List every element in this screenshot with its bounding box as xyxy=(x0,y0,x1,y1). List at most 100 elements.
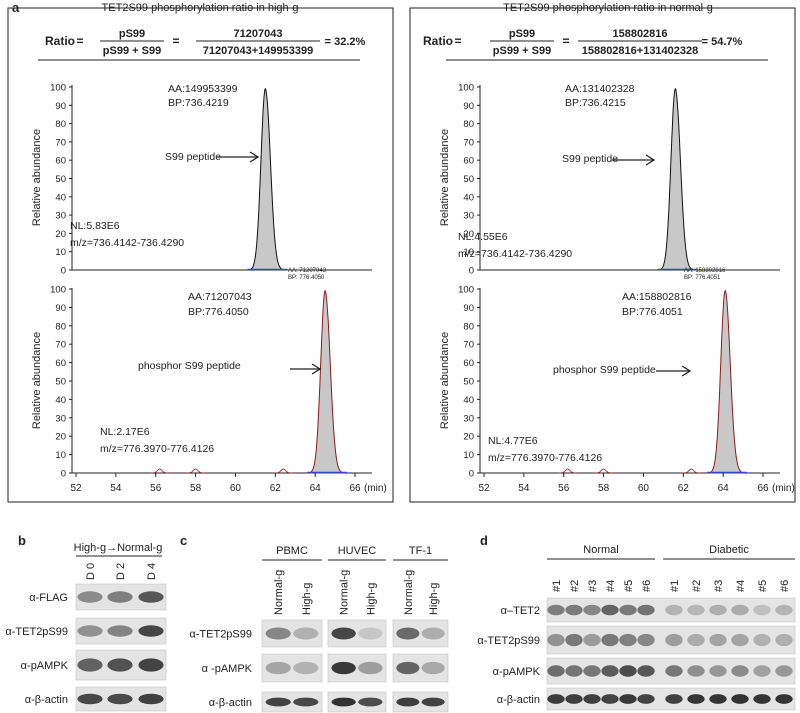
y-tick-label: 20 xyxy=(55,229,66,240)
antibody-label: α-pAMPK xyxy=(493,666,541,678)
blot-band xyxy=(601,604,619,616)
blot-band xyxy=(138,625,164,637)
y-tick-label: 70 xyxy=(463,340,474,351)
blot-band xyxy=(583,694,601,704)
mass-range: m/z=776.3970-776.4126 xyxy=(100,443,214,455)
plot-title: TET2S99 phosphorylation ratio in high-g xyxy=(102,2,299,14)
y-tick-label: 20 xyxy=(55,432,66,443)
antibody-label: α-pAMPK xyxy=(21,660,69,672)
blot-band xyxy=(358,661,383,675)
lane-label: #1 xyxy=(669,580,681,592)
blot-band xyxy=(619,694,637,704)
lane-label: #2 xyxy=(569,580,581,592)
blot-band xyxy=(358,627,383,640)
blot-band xyxy=(601,694,619,704)
x-tick-label: 54 xyxy=(110,483,122,494)
equals-sign: = xyxy=(172,34,179,48)
y-tick-label: 50 xyxy=(463,377,474,388)
blot-strip xyxy=(546,625,796,655)
lane-label: #3 xyxy=(587,580,599,592)
fraction-denominator: pS99 + S99 xyxy=(493,45,551,57)
antibody-label: α-β-actin xyxy=(25,694,68,706)
x-tick-label: 62 xyxy=(270,483,282,494)
blot-strip xyxy=(261,691,323,713)
plot-title: TET2S99 phosphorylation ratio in normal-… xyxy=(503,2,713,14)
blot-band xyxy=(601,665,619,677)
blot-band xyxy=(421,697,445,707)
panel-a-left-frame xyxy=(7,7,394,503)
y-tick-label: 30 xyxy=(55,413,66,424)
blot-band xyxy=(583,633,601,647)
antibody-label: α -pAMPK xyxy=(202,663,253,675)
y-tick-label: 60 xyxy=(55,156,66,167)
blot-band xyxy=(107,625,133,637)
blot-band xyxy=(293,697,319,707)
lane-label: Normal-g xyxy=(339,570,351,615)
y-tick-label: 40 xyxy=(55,192,66,203)
fraction-numerator: pS99 xyxy=(509,28,535,40)
lane-label: High-g xyxy=(301,583,313,615)
lane-label: #6 xyxy=(779,580,791,592)
lane-label: #3 xyxy=(713,580,725,592)
y-tick-label: 100 xyxy=(50,285,66,296)
lane-label: Normal-g xyxy=(403,570,415,615)
blot-band xyxy=(619,633,637,647)
area-annotation: AA:158802816 xyxy=(622,291,692,303)
noise-bump xyxy=(558,468,578,474)
blot-band xyxy=(547,604,565,616)
blot-band xyxy=(565,604,583,616)
antibody-label: α-β-actin xyxy=(209,697,252,709)
blot-band xyxy=(565,633,583,647)
blot-band xyxy=(547,633,565,647)
y-tick-label: 10 xyxy=(55,450,66,461)
chromatogram-peak xyxy=(657,87,696,271)
lane-label: High-g xyxy=(365,583,377,615)
blot-band xyxy=(547,694,565,704)
chromatogram-peak xyxy=(307,289,346,474)
y-tick-label: 30 xyxy=(55,211,66,222)
peak-header-bp: BP: 776.4051 xyxy=(684,275,721,281)
blot-band xyxy=(396,661,420,675)
blot-band xyxy=(331,697,356,707)
y-axis-label: Relative abundance xyxy=(439,332,451,429)
blot-band xyxy=(619,665,637,677)
group-label: HUVEC xyxy=(338,545,377,557)
y-tick-label: 70 xyxy=(463,137,474,148)
peptide-label: S99 peptide xyxy=(562,153,618,165)
antibody-label: α-β-actin xyxy=(497,694,540,706)
y-axis-label: Relative abundance xyxy=(439,129,451,226)
blot-band xyxy=(731,604,749,616)
base-peak-annotation: BP:736.4215 xyxy=(565,97,626,109)
y-tick-label: 40 xyxy=(55,395,66,406)
antibody-label: α–TET2 xyxy=(501,605,540,617)
blot-band xyxy=(637,604,655,616)
noise-bump xyxy=(273,468,293,474)
blot-band xyxy=(709,694,727,704)
y-tick-label: 0 xyxy=(61,266,66,277)
mass-range: m/z=736.4142-736.4290 xyxy=(458,248,572,260)
base-peak-annotation: BP:776.4050 xyxy=(188,306,249,318)
y-tick-label: 80 xyxy=(55,321,66,332)
blot-band xyxy=(775,633,793,647)
blot-band xyxy=(138,591,164,603)
peptide-label: S99 peptide xyxy=(165,151,221,163)
x-tick-label: 56 xyxy=(150,483,162,494)
blot-band xyxy=(709,665,727,677)
blot-band xyxy=(138,693,164,705)
panel-a-right-frame xyxy=(409,7,796,503)
peptide-label: phosphor S99 peptide xyxy=(553,364,656,376)
peptide-label: phosphor S99 peptide xyxy=(138,360,241,372)
lane-label: #1 xyxy=(551,580,563,592)
y-tick-label: 80 xyxy=(463,119,474,130)
y-tick-label: 30 xyxy=(463,413,474,424)
y-tick-label: 100 xyxy=(50,83,66,94)
blot-band xyxy=(709,604,727,616)
blot-band xyxy=(77,625,103,637)
arrow-head xyxy=(249,151,260,163)
x-tick-label: 52 xyxy=(70,483,82,494)
blot-band xyxy=(687,604,705,616)
blot-band xyxy=(637,665,655,677)
y-tick-label: 70 xyxy=(55,137,66,148)
blot-band xyxy=(293,661,319,675)
